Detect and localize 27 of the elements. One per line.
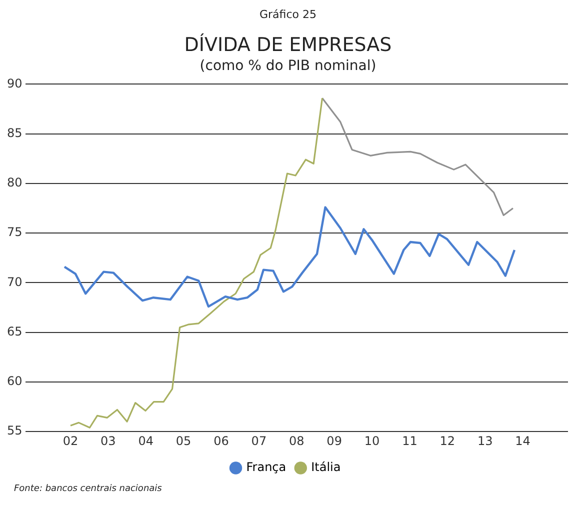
y-tick-label: 65 xyxy=(6,324,22,338)
y-tick-label: 60 xyxy=(6,374,22,388)
x-tick-label: 04 xyxy=(138,434,154,448)
source-note: Fonte: bancos centrais nacionais xyxy=(13,484,163,494)
text: Gráfico 25 xyxy=(258,7,318,22)
y-tick-label: 70 xyxy=(6,274,22,289)
x-tick-label: 09 xyxy=(326,434,342,448)
legend-label: França xyxy=(246,460,286,474)
x-tick-label: 08 xyxy=(288,434,304,448)
y-tick-label: 55 xyxy=(6,424,22,438)
x-tick-label: 13 xyxy=(477,434,493,448)
y-tick-label: 85 xyxy=(6,126,22,140)
chart-subtitle: (como % do PIB nominal) xyxy=(198,58,378,74)
y-tick-label: 90 xyxy=(6,76,22,90)
x-tick-label: 03 xyxy=(100,434,116,448)
x-tick-label: 11 xyxy=(402,434,418,448)
x-tick-label: 10 xyxy=(364,434,380,448)
y-tick-label: 80 xyxy=(6,176,22,190)
chart-title: DÍVIDA DE EMPRESAS xyxy=(183,34,393,56)
y-tick-label: 75 xyxy=(6,225,22,240)
x-tick-label: 05 xyxy=(176,434,192,448)
x-tick-label: 02 xyxy=(62,434,78,448)
x-tick-label: 07 xyxy=(251,434,267,448)
x-tick-label: 06 xyxy=(214,434,229,448)
x-tick-label: 14 xyxy=(515,434,530,448)
legend-label: Itália xyxy=(311,460,341,474)
x-tick-label: 12 xyxy=(440,434,456,448)
